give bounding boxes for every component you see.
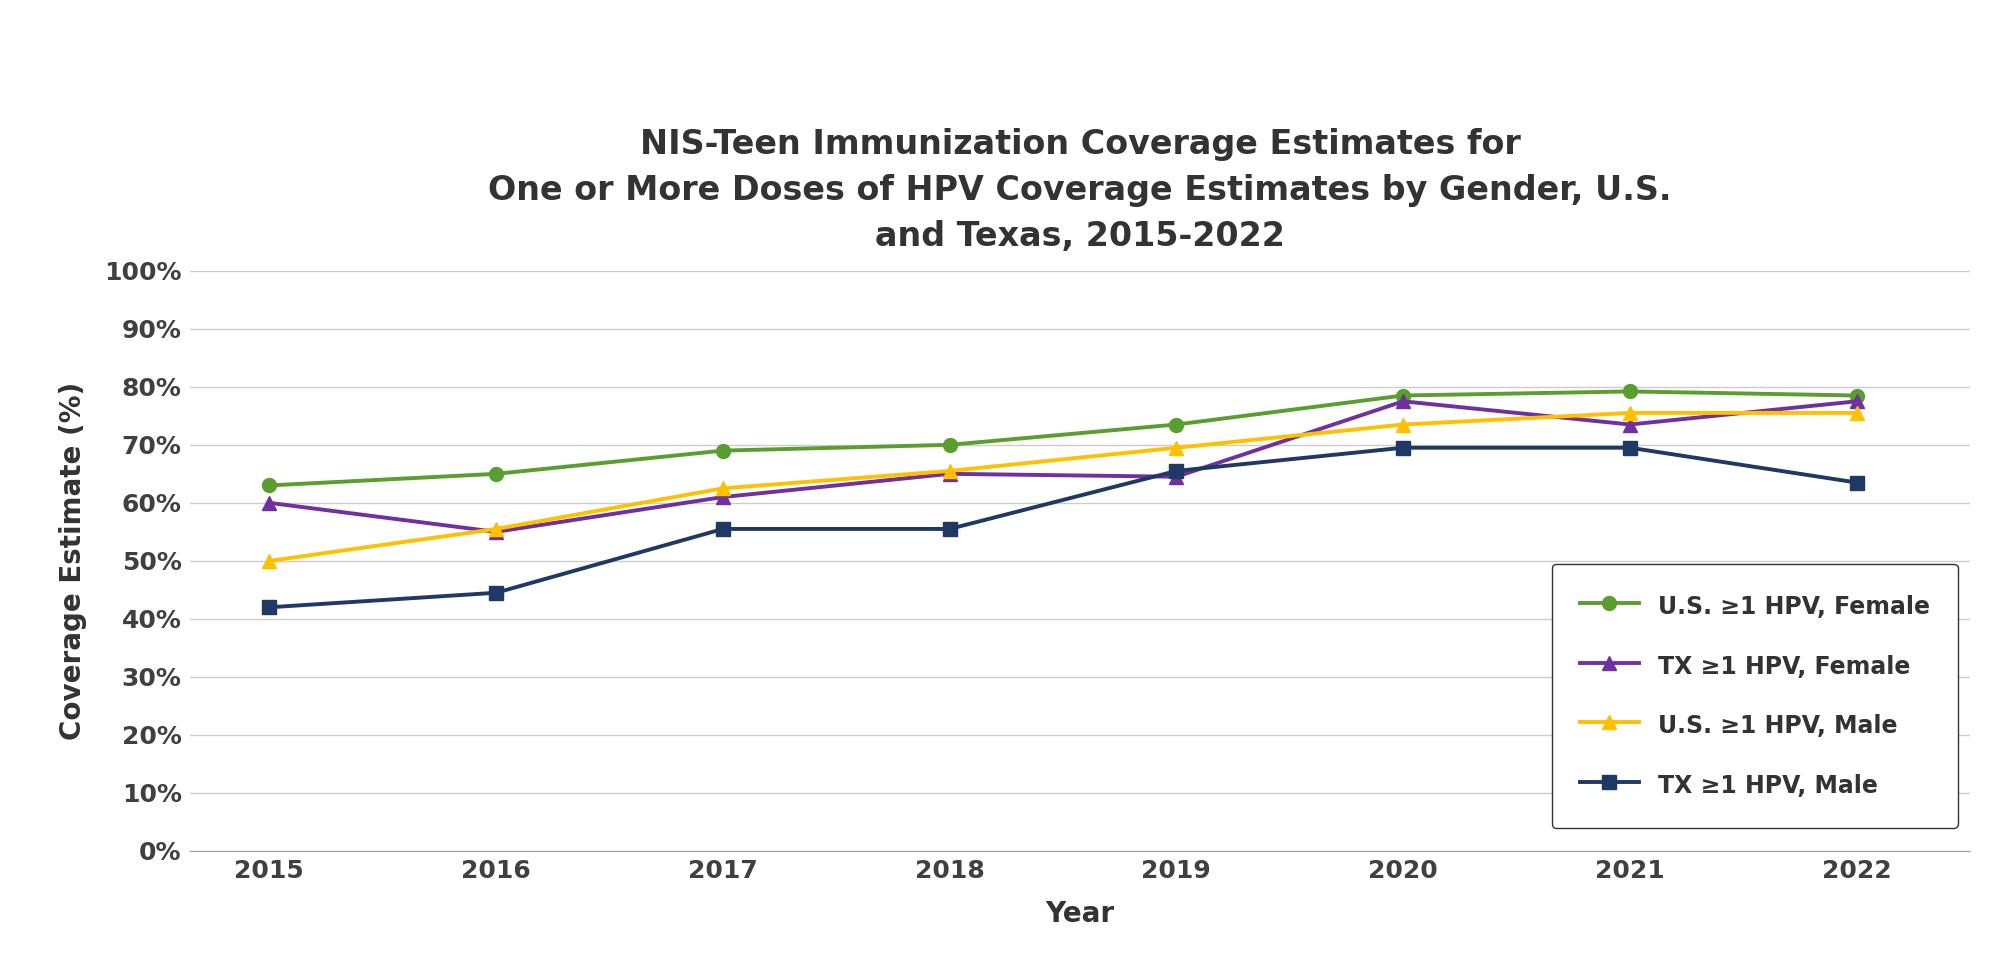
U.S. ≥1 HPV, Male [938,465,962,477]
U.S. ≥1 HPV, Female [1844,390,1868,401]
U.S. ≥1 HPV, Male [484,523,508,535]
U.S. ≥1 HPV, Male [1844,407,1868,419]
TX ≥1 HPV, Female [938,468,962,480]
U.S. ≥1 HPV, Male [1392,419,1416,430]
U.S. ≥1 HPV, Female [1164,419,1188,430]
U.S. ≥1 HPV, Female [484,468,508,480]
TX ≥1 HPV, Female [258,497,282,509]
TX ≥1 HPV, Male [1164,465,1188,477]
U.S. ≥1 HPV, Female [1392,390,1416,401]
TX ≥1 HPV, Male [938,523,962,535]
X-axis label: Year: Year [1046,900,1114,928]
Line: U.S. ≥1 HPV, Male: U.S. ≥1 HPV, Male [262,406,1864,568]
TX ≥1 HPV, Male [484,587,508,599]
Line: TX ≥1 HPV, Male: TX ≥1 HPV, Male [262,441,1864,614]
U.S. ≥1 HPV, Female [1618,386,1642,397]
TX ≥1 HPV, Male [1618,442,1642,454]
TX ≥1 HPV, Female [1618,419,1642,430]
U.S. ≥1 HPV, Male [1618,407,1642,419]
U.S. ≥1 HPV, Male [710,483,734,494]
TX ≥1 HPV, Male [1392,442,1416,454]
TX ≥1 HPV, Male [258,601,282,613]
TX ≥1 HPV, Female [1164,471,1188,483]
U.S. ≥1 HPV, Female [710,445,734,456]
TX ≥1 HPV, Female [1392,396,1416,407]
TX ≥1 HPV, Female [484,526,508,538]
U.S. ≥1 HPV, Female [938,439,962,451]
Title: NIS-Teen Immunization Coverage Estimates for
One or More Doses of HPV Coverage E: NIS-Teen Immunization Coverage Estimates… [488,128,1672,252]
Line: U.S. ≥1 HPV, Female: U.S. ≥1 HPV, Female [262,385,1864,492]
U.S. ≥1 HPV, Male [1164,442,1188,454]
Legend: U.S. ≥1 HPV, Female, TX ≥1 HPV, Female, U.S. ≥1 HPV, Male, TX ≥1 HPV, Male: U.S. ≥1 HPV, Female, TX ≥1 HPV, Female, … [1552,564,1958,828]
TX ≥1 HPV, Male [1844,477,1868,488]
Line: TX ≥1 HPV, Female: TX ≥1 HPV, Female [262,395,1864,539]
U.S. ≥1 HPV, Female [258,480,282,491]
TX ≥1 HPV, Female [1844,396,1868,407]
TX ≥1 HPV, Female [710,491,734,503]
U.S. ≥1 HPV, Male [258,555,282,567]
Y-axis label: Coverage Estimate (%): Coverage Estimate (%) [60,382,88,740]
TX ≥1 HPV, Male [710,523,734,535]
